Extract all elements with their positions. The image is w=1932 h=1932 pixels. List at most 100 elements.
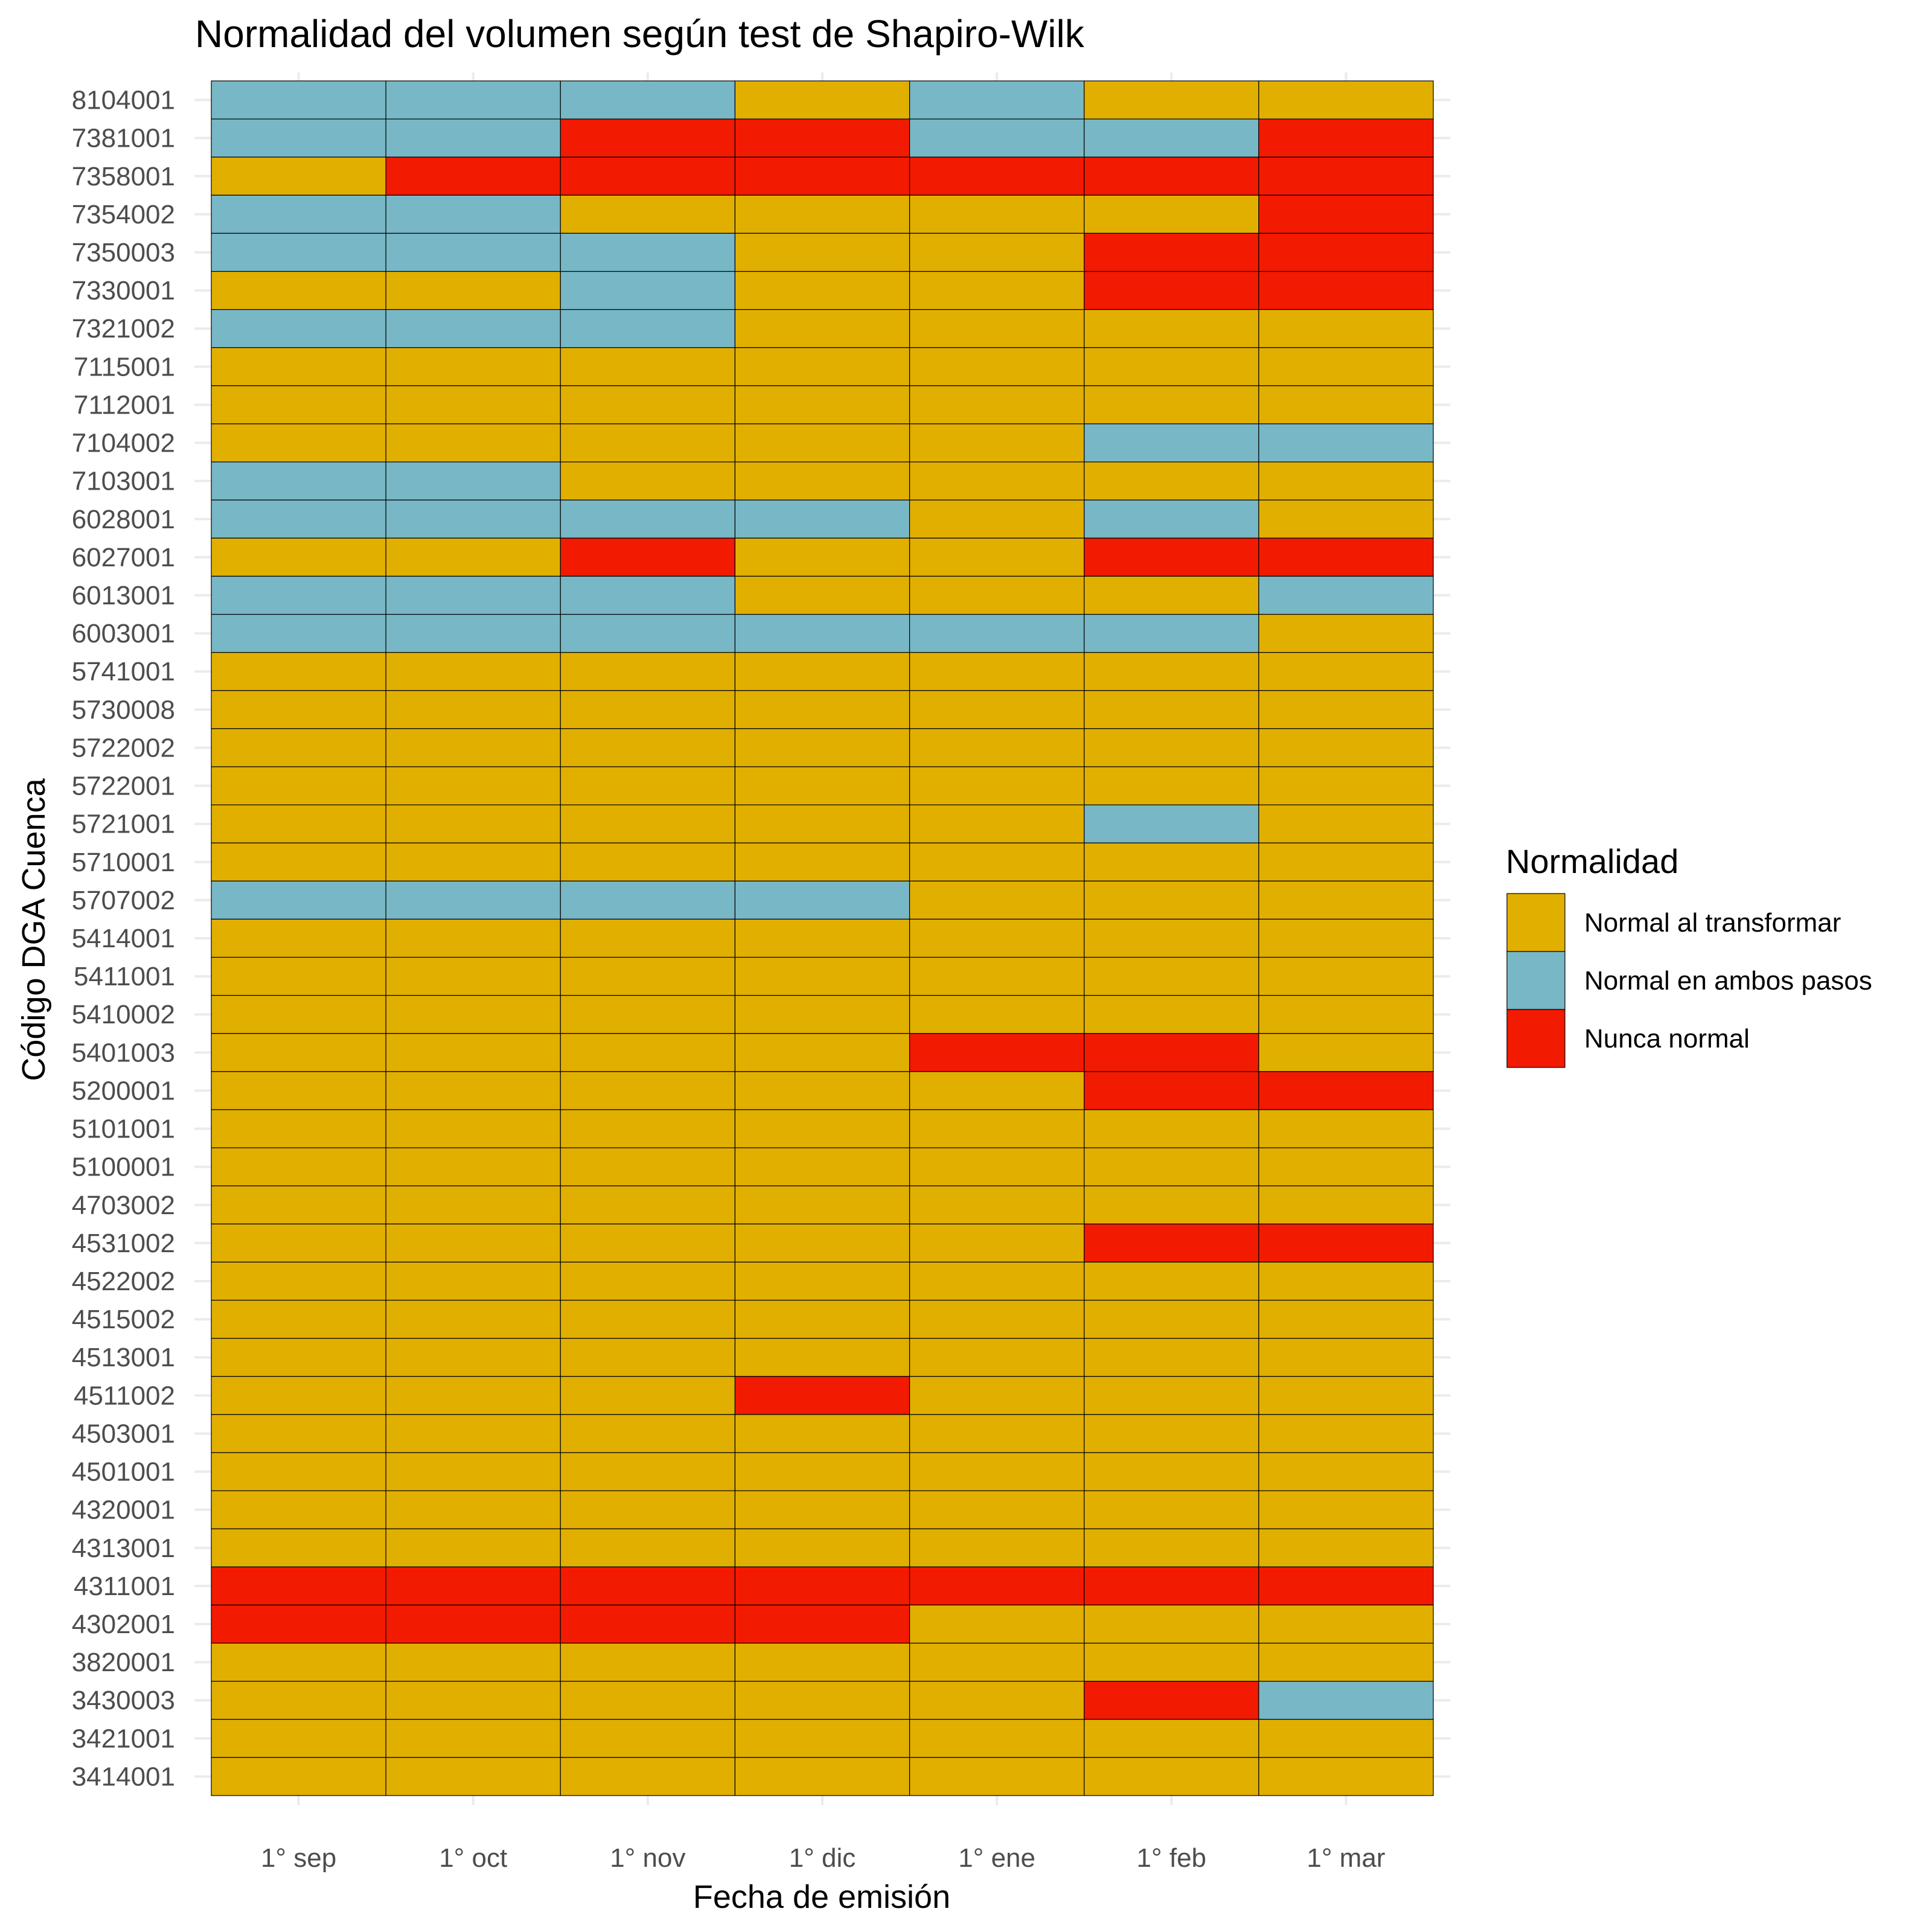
legend-label: Normal al transformar [1584, 908, 1841, 938]
heatmap-cell [211, 995, 386, 1034]
y-tick-label: 5722002 [72, 733, 175, 763]
x-tick-label: 1° dic [789, 1843, 856, 1873]
heatmap-cell [1258, 461, 1434, 501]
heatmap-cell [734, 1299, 910, 1339]
heatmap-cell [734, 1490, 910, 1529]
heatmap-cell [1258, 1757, 1434, 1796]
heatmap-cell [560, 1604, 736, 1644]
heatmap-cell [909, 1490, 1085, 1529]
heatmap-cell [1084, 385, 1259, 424]
x-tick-label: 1° feb [1137, 1843, 1206, 1873]
heatmap-cell [1084, 1414, 1259, 1453]
heatmap-cell [1258, 690, 1434, 729]
heatmap-cell [560, 1528, 736, 1567]
heatmap-cell [909, 995, 1085, 1034]
y-tick-label: 5411001 [74, 962, 175, 991]
heatmap-cell [211, 1223, 386, 1263]
heatmap-cell [1084, 1528, 1259, 1567]
heatmap-cell [734, 804, 910, 843]
heatmap-cell [734, 652, 910, 691]
heatmap-cell [1258, 118, 1434, 158]
heatmap-cell [560, 1185, 736, 1224]
heatmap-cell [909, 309, 1085, 348]
heatmap-cell [909, 1452, 1085, 1491]
heatmap-cell [1084, 118, 1259, 158]
heatmap-cell [385, 804, 561, 843]
heatmap-cell [734, 880, 910, 920]
x-tick-label: 1° sep [261, 1843, 336, 1873]
heatmap-cell [1084, 1376, 1259, 1415]
heatmap-cell [909, 728, 1085, 767]
heatmap-cell [560, 766, 736, 805]
x-tick-label: 1° mar [1307, 1843, 1385, 1873]
heatmap-cell [734, 995, 910, 1034]
y-tick-label: 5100001 [72, 1153, 175, 1182]
heatmap-cell [734, 1261, 910, 1301]
heatmap-cell [1084, 1185, 1259, 1224]
heatmap-cell [211, 1566, 386, 1606]
heatmap-cell [211, 1604, 386, 1644]
heatmap-cell [560, 1299, 736, 1339]
heatmap-cell [211, 575, 386, 615]
heatmap-cell [385, 575, 561, 615]
heatmap-cell [734, 766, 910, 805]
heatmap-cell [560, 613, 736, 653]
y-tick-label: 3414001 [72, 1762, 175, 1791]
x-tick-label: 1° ene [958, 1843, 1035, 1873]
heatmap-cell [1258, 613, 1434, 653]
y-tick-label: 3421001 [72, 1724, 175, 1753]
heatmap-cell [909, 842, 1085, 881]
heatmap-cell [734, 385, 910, 424]
heatmap-cell [734, 1033, 910, 1072]
y-tick-label: 4513001 [72, 1343, 175, 1372]
heatmap-cell [734, 309, 910, 348]
heatmap-cell [1084, 270, 1259, 310]
heatmap-cell [1258, 309, 1434, 348]
heatmap-cell [560, 385, 736, 424]
heatmap-cell [560, 423, 736, 462]
heatmap-cell [211, 80, 386, 120]
heatmap-cell [1258, 499, 1434, 539]
heatmap-cell [909, 1033, 1085, 1072]
heatmap-cell [560, 1033, 736, 1072]
heatmap-cell [211, 1452, 386, 1491]
heatmap-cell [734, 1757, 910, 1796]
heatmap-cell [1258, 1452, 1434, 1491]
heatmap-cell [909, 613, 1085, 653]
heatmap-cell [1084, 842, 1259, 881]
y-tick-label: 7354002 [72, 200, 175, 229]
heatmap-cell [560, 1376, 736, 1415]
heatmap-cell [1084, 461, 1259, 501]
y-tick-labels: 8104001 7381001 7358001 7354002 7350003 73300… [72, 86, 175, 1792]
heatmap-cell [1084, 880, 1259, 920]
heatmap-cell [1258, 880, 1434, 920]
heatmap-cell [385, 461, 561, 501]
heatmap-cell [1084, 1452, 1259, 1491]
y-tick-label: 5200001 [72, 1076, 175, 1105]
heatmap-cell [385, 80, 561, 120]
heatmap-cell [211, 1033, 386, 1072]
heatmap-cell [909, 1338, 1085, 1377]
heatmap-cell [211, 1719, 386, 1758]
legend-swatch [1506, 1009, 1566, 1068]
heatmap-cells [211, 80, 1434, 1796]
heatmap-cell [211, 728, 386, 767]
heatmap-cell [734, 1185, 910, 1224]
y-tick-label: 4302001 [72, 1610, 175, 1639]
heatmap-cell [1084, 309, 1259, 348]
heatmap-cell [909, 1719, 1085, 1758]
heatmap-cell [560, 156, 736, 196]
heatmap-cell [734, 347, 910, 386]
heatmap-cell [1258, 652, 1434, 691]
heatmap-cell [1084, 194, 1259, 234]
heatmap-cell [1258, 1642, 1434, 1682]
y-axis-title: Código DGA Cuenca [16, 778, 52, 1081]
heatmap-cell [909, 270, 1085, 310]
heatmap-cell [909, 1566, 1085, 1606]
heatmap-cell [909, 80, 1085, 120]
heatmap-cell [1084, 347, 1259, 386]
heatmap-cell [560, 309, 736, 348]
y-tick-label: 4501001 [72, 1457, 175, 1487]
heatmap-cell [1084, 1566, 1259, 1606]
heatmap-cell [1258, 1185, 1434, 1224]
